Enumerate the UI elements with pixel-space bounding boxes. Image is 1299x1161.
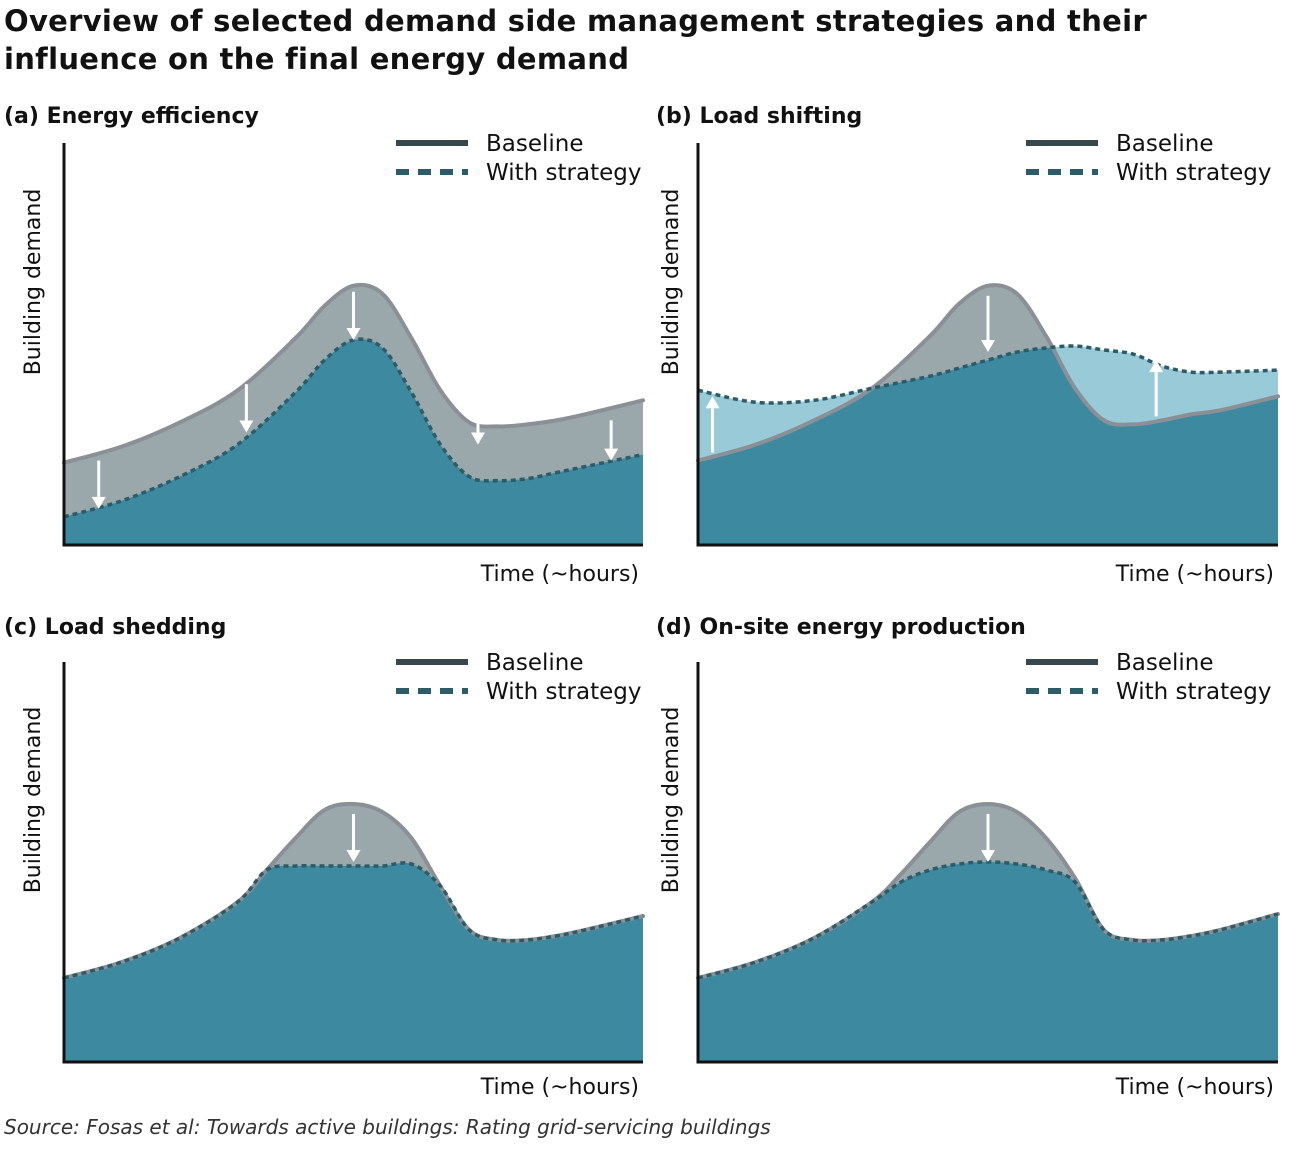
- source-note: Source: Fosas et al: Towards active buil…: [4, 1115, 771, 1139]
- panel-title-a: (a) Energy efficiency: [4, 104, 259, 129]
- arrow-head: [470, 432, 485, 445]
- legend-strategy-label: With strategy: [486, 160, 641, 186]
- legend: Baseline With strategy: [396, 650, 641, 705]
- arrow-head: [346, 327, 361, 340]
- legend: Baseline With strategy: [396, 131, 641, 186]
- legend-strategy-label: With strategy: [1116, 679, 1271, 705]
- strategy-area: [64, 339, 643, 545]
- panel-title-b: (b) Load shifting: [656, 104, 863, 129]
- x-axis-label: Time (~hours): [480, 562, 639, 587]
- y-axis-label: Building demand: [21, 707, 46, 894]
- y-axis-label: Building demand: [21, 189, 46, 376]
- arrow-head: [346, 850, 361, 862]
- arrow-head: [91, 496, 106, 509]
- legend-baseline-label: Baseline: [1116, 650, 1214, 676]
- legend-baseline-label: Baseline: [486, 650, 584, 676]
- x-axis-label: Time (~hours): [480, 1075, 639, 1100]
- arrow-head: [1149, 360, 1164, 373]
- legend-baseline-label: Baseline: [1116, 131, 1214, 157]
- chart-panel-b: Time (~hours) Building demand Baseline With…: [659, 131, 1280, 587]
- strategy-line: [697, 860, 1279, 980]
- y-axis-label: Building demand: [659, 707, 684, 894]
- legend-strategy-label: With strategy: [1116, 160, 1271, 186]
- baseline-line: [62, 801, 645, 980]
- arrow-head: [705, 396, 720, 409]
- arrow-head: [981, 340, 995, 353]
- chart-panel-d: Time (~hours) Building demand Baseline With…: [659, 650, 1280, 1100]
- x-axis-label: Time (~hours): [1115, 1075, 1274, 1100]
- arrow-head: [604, 448, 619, 461]
- x-axis-label: Time (~hours): [1115, 562, 1274, 587]
- panel-title-d: (d) On-site energy production: [656, 615, 1026, 640]
- baseline-line: [696, 283, 1280, 463]
- strategy-area: [64, 862, 643, 1062]
- legend: Baseline With strategy: [1026, 131, 1271, 186]
- main-title: Overview of selected demand side managem…: [4, 4, 1147, 76]
- panel-title-c: (c) Load shedding: [4, 615, 227, 640]
- strategy-line: [697, 344, 1279, 405]
- strategy-area: [698, 862, 1278, 1062]
- strategy-line: [63, 337, 644, 519]
- legend-strategy-label: With strategy: [486, 679, 641, 705]
- chart-panel-a: Time (~hours) Building demand Baseline With…: [21, 131, 645, 587]
- baseline-line: [62, 282, 645, 465]
- arrow-head: [239, 420, 254, 433]
- arrow-head: [981, 850, 995, 862]
- legend-baseline-label: Baseline: [486, 131, 584, 157]
- y-axis-label: Building demand: [659, 189, 684, 376]
- legend: Baseline With strategy: [1026, 650, 1271, 705]
- chart-panel-c: Time (~hours) Building demand Baseline With…: [21, 650, 645, 1100]
